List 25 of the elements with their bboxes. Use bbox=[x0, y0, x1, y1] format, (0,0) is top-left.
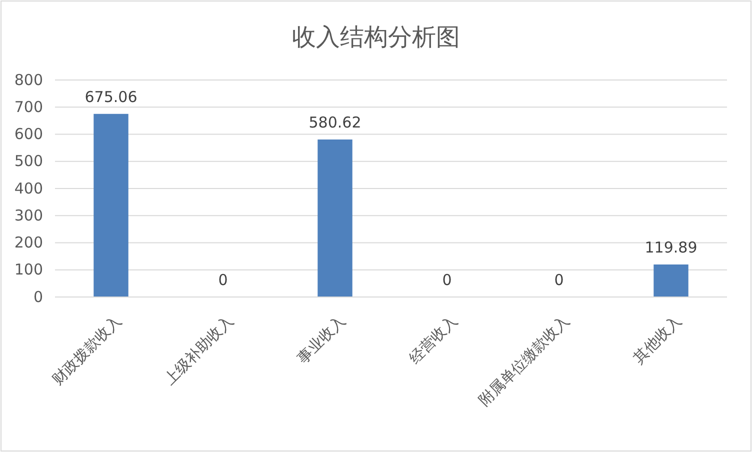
y-tick-label: 400 bbox=[14, 179, 43, 198]
y-tick-label: 800 bbox=[14, 70, 43, 89]
data-label: 580.62 bbox=[308, 114, 362, 132]
y-tick-label: 100 bbox=[14, 260, 43, 279]
y-tick-label: 500 bbox=[14, 152, 43, 170]
data-label: 0 bbox=[554, 271, 564, 289]
x-tick-label: 上级补助收入 bbox=[160, 312, 237, 388]
x-tick-label: 财政拨款收入 bbox=[48, 312, 125, 388]
x-tick-label: 经营收入 bbox=[406, 312, 461, 368]
data-label: 0 bbox=[218, 271, 228, 289]
data-label: 119.89 bbox=[644, 238, 698, 256]
data-label: 675.06 bbox=[84, 88, 138, 106]
x-tick-label: 事业收入 bbox=[294, 312, 349, 368]
x-tick-label: 附属单位缴款收入 bbox=[475, 312, 573, 410]
data-label: 0 bbox=[442, 271, 452, 289]
y-tick-label: 200 bbox=[14, 234, 43, 252]
y-tick-label: 300 bbox=[14, 206, 43, 224]
bar bbox=[318, 140, 352, 297]
y-tick-label: 600 bbox=[14, 125, 43, 144]
bar bbox=[654, 264, 688, 297]
bar bbox=[94, 114, 128, 297]
y-tick-label: 700 bbox=[14, 98, 43, 116]
y-tick-label: 0 bbox=[33, 288, 43, 306]
chart-title: 收入结构分析图 bbox=[292, 23, 460, 51]
x-tick-label: 其他收入 bbox=[630, 312, 685, 368]
